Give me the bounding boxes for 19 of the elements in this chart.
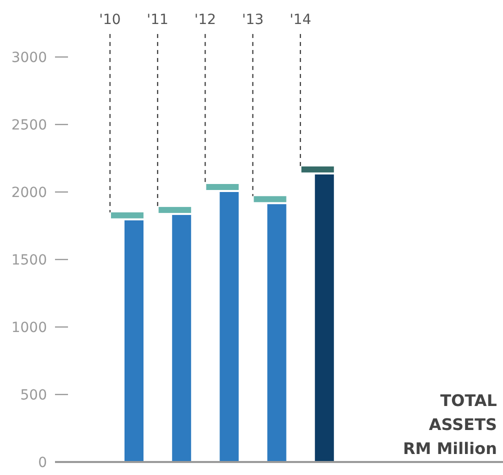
x-tick-label: '13 [242,12,264,28]
bar [220,192,239,462]
y-tick-label: 2500 [11,117,47,134]
y-tick-label: 1000 [11,320,47,336]
x-tick-label: '10 [99,12,121,28]
x-tick-label: '14 [290,12,312,28]
y-tick-label: 2000 [11,184,47,201]
bar [267,204,286,462]
text: TOTAL ASSETS [428,391,497,434]
y-tick-label: 500 [20,387,47,404]
x-tick-label: '11 [146,12,168,28]
y-tick-label: 1500 [11,252,47,268]
bar [172,214,192,462]
text: RM Million [402,439,497,458]
y-tick-label: 0 [38,454,47,471]
x-tick-label: '12 [194,12,216,28]
bar [314,174,334,462]
y-tick-label: 3000 [11,50,47,66]
bar [124,220,144,462]
